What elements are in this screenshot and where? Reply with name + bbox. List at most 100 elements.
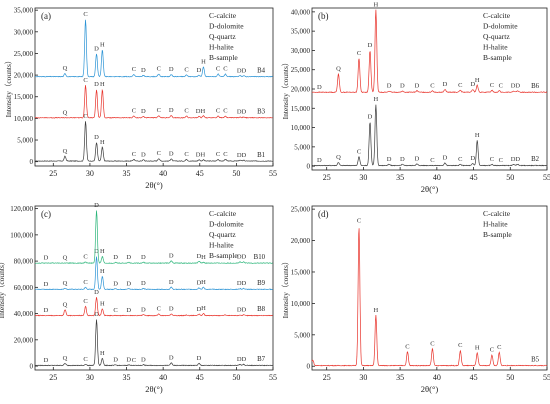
legend-entry: Q-quartz bbox=[209, 230, 236, 239]
y-tick-label: 20,000 bbox=[291, 86, 311, 94]
peak-label: C bbox=[132, 151, 136, 158]
peak-label: D bbox=[197, 355, 202, 362]
x-tick-label: 40 bbox=[433, 373, 441, 382]
y-tick-label: 100,000 bbox=[10, 231, 33, 239]
series-name-B7: B7 bbox=[257, 356, 266, 363]
x-tick-label: 45 bbox=[196, 373, 204, 382]
peak-label: D bbox=[415, 82, 420, 89]
y-tick-label: 25,000 bbox=[291, 66, 311, 74]
series-name-B5: B5 bbox=[531, 356, 540, 363]
peak-label: C bbox=[157, 66, 161, 73]
x-tick-label: 25 bbox=[323, 373, 331, 382]
peak-label: DD bbox=[237, 307, 247, 314]
peak-label: C bbox=[430, 340, 434, 347]
series-name-B1: B1 bbox=[257, 152, 265, 159]
peak-label: H bbox=[201, 254, 206, 261]
peak-label: C bbox=[83, 113, 87, 120]
peak-label: D bbox=[169, 354, 174, 361]
peak-label: D bbox=[113, 357, 118, 364]
peak-label: D bbox=[169, 252, 174, 259]
peak-label: D bbox=[197, 253, 202, 260]
peak-label: D bbox=[94, 81, 99, 88]
series-name-B2: B2 bbox=[531, 156, 540, 163]
peak-label: D bbox=[94, 45, 99, 52]
peak-label: H bbox=[100, 301, 105, 308]
peak-label: Q bbox=[63, 148, 68, 155]
peak-label: H bbox=[201, 59, 206, 66]
peak-label: D bbox=[197, 279, 202, 286]
peak-label: C bbox=[184, 151, 188, 158]
y-tick-label: 20,000 bbox=[14, 72, 34, 80]
x-tick-label: 40 bbox=[159, 373, 167, 382]
legend-entry: B-sample bbox=[209, 251, 238, 260]
peak-label: DH bbox=[196, 151, 206, 158]
legend-entry: H-halite bbox=[209, 43, 234, 52]
peak-label: H bbox=[201, 279, 206, 286]
peak-label: D bbox=[470, 81, 475, 88]
peak-label: Q bbox=[63, 280, 68, 287]
chart-panel-d: 25 30 35 40 45 50 55 0 5,000 10,000 15,000 20,000 25… bbox=[281, 205, 550, 394]
legend-entry: H-halite bbox=[483, 220, 508, 229]
legend-entry: D-dolomite bbox=[209, 220, 244, 229]
peak-label: D bbox=[400, 156, 405, 163]
peak-label: C bbox=[113, 307, 117, 314]
peak-label: C bbox=[216, 151, 220, 158]
series-line-B8 bbox=[35, 297, 273, 317]
peak-label: C bbox=[83, 356, 87, 363]
peak-label: DD bbox=[237, 280, 247, 287]
peak-label: D bbox=[141, 151, 146, 158]
panel-label: (d) bbox=[318, 209, 329, 219]
x-tick-label: 30 bbox=[359, 173, 367, 182]
y-tick-label: 30,000 bbox=[14, 28, 34, 36]
peak-label: Q bbox=[63, 355, 68, 362]
peak-label: D bbox=[126, 307, 131, 314]
peak-label: C bbox=[405, 343, 409, 350]
y-tick-label: 60,000 bbox=[14, 284, 34, 292]
series-line-B3 bbox=[34, 85, 273, 119]
series-line-B2 bbox=[311, 104, 548, 167]
y-tick-label: 120,000 bbox=[10, 205, 33, 213]
peak-label: DD bbox=[237, 67, 247, 74]
legend-entry: C-calcite bbox=[483, 209, 511, 218]
y-tick-label: 10,000 bbox=[291, 124, 311, 132]
x-tick-label: 50 bbox=[232, 373, 240, 382]
series-line-B6 bbox=[311, 9, 548, 94]
peak-label: C bbox=[223, 151, 227, 158]
peak-label: Q bbox=[336, 65, 341, 72]
peak-label: D bbox=[126, 280, 131, 287]
x-tick-label: 55 bbox=[543, 173, 550, 182]
peak-label: C bbox=[357, 148, 361, 155]
peak-label: D bbox=[44, 357, 49, 364]
series-line-B5 bbox=[311, 228, 548, 367]
peak-label: H bbox=[475, 345, 480, 352]
x-tick-label: 50 bbox=[232, 169, 240, 178]
peak-label: H bbox=[374, 96, 379, 103]
chart-panel-c: 25 30 35 40 45 50 55 0 20,000 40,000 60,000 80,000 1… bbox=[0, 202, 277, 394]
peak-label: D bbox=[113, 280, 118, 287]
series-name-B6: B6 bbox=[531, 83, 540, 90]
plot-frame bbox=[311, 205, 548, 371]
peak-label: C bbox=[490, 347, 494, 354]
y-tick-label: 15,000 bbox=[291, 105, 311, 113]
peak-label: C bbox=[490, 82, 494, 89]
peak-label: H bbox=[100, 81, 105, 88]
legend-entry: B-sample bbox=[483, 53, 512, 62]
series-name-B4: B4 bbox=[257, 67, 266, 74]
peak-label: D bbox=[368, 42, 373, 49]
peak-label: DD bbox=[237, 109, 247, 116]
x-tick-label: 45 bbox=[470, 373, 478, 382]
peak-label: C bbox=[132, 108, 136, 115]
x-axis-label: 2θ(°) bbox=[421, 184, 439, 194]
x-tick-label: 55 bbox=[269, 373, 277, 382]
y-tick-label: 5,000 bbox=[17, 137, 33, 145]
peak-label: C bbox=[132, 66, 136, 73]
x-tick-label: 45 bbox=[470, 173, 478, 182]
peak-label: C bbox=[499, 82, 503, 89]
peak-label: C bbox=[83, 298, 87, 305]
peak-label: D bbox=[169, 151, 174, 158]
peak-label: DD bbox=[237, 152, 247, 159]
peak-label: C bbox=[223, 66, 227, 73]
peak-label: C bbox=[184, 67, 188, 74]
peak-label: D bbox=[44, 255, 49, 262]
legend-entry: B-sample bbox=[483, 230, 512, 239]
